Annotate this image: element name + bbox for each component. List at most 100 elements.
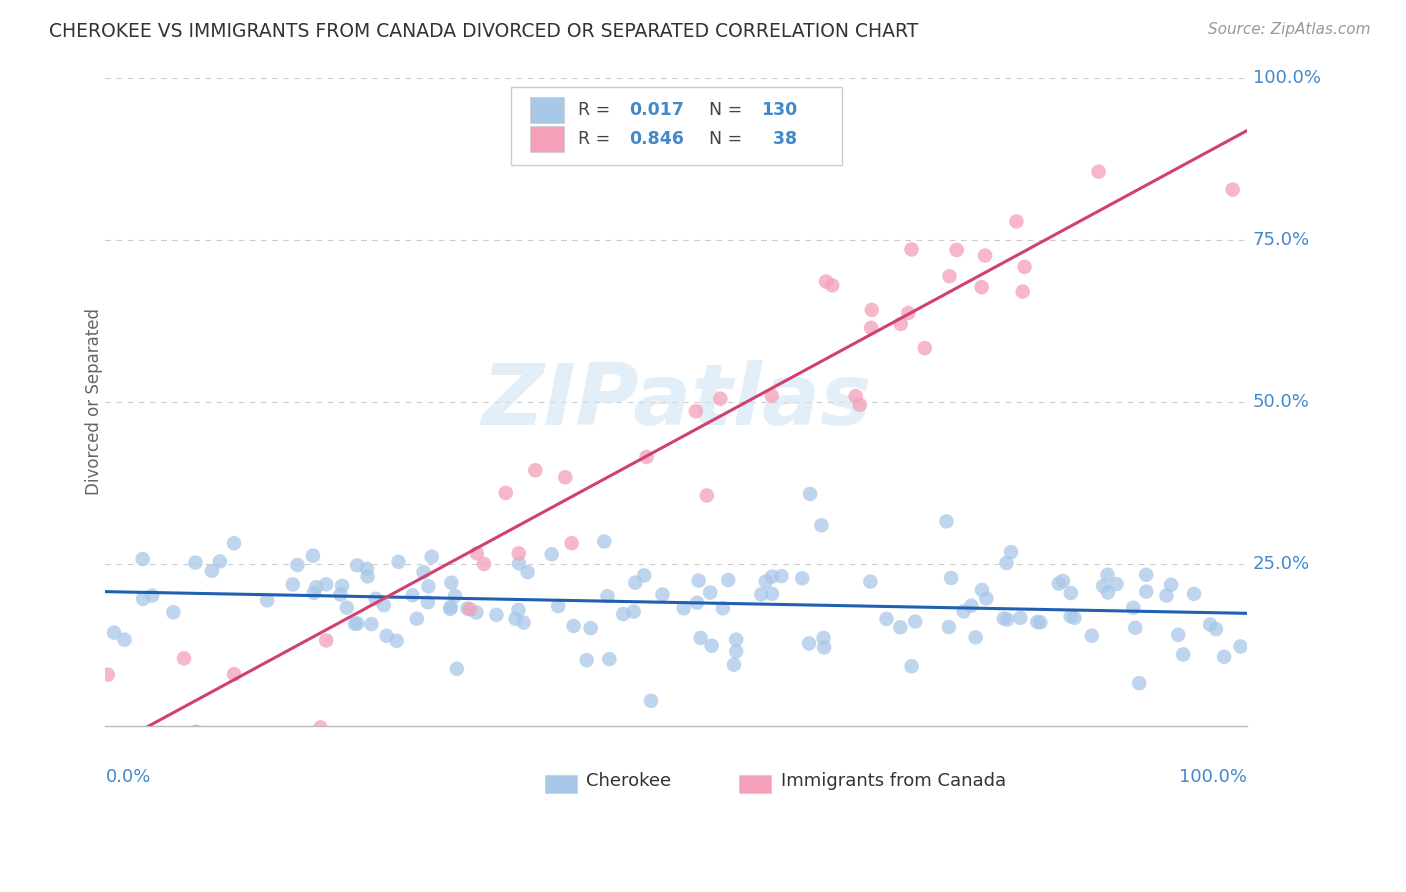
Point: [1205, 622, 1227, 636]
Point: [1160, 578, 1182, 592]
Point: [938, 620, 960, 634]
Text: N =: N =: [697, 130, 748, 148]
Point: [974, 248, 997, 262]
Point: [717, 573, 740, 587]
Point: [346, 616, 368, 631]
Point: [900, 243, 922, 257]
Point: [132, 591, 155, 606]
Point: [1213, 649, 1236, 664]
FancyBboxPatch shape: [530, 126, 564, 153]
Point: [141, 589, 163, 603]
Point: [598, 652, 620, 666]
Point: [770, 569, 793, 583]
Point: [184, 556, 207, 570]
Point: [1097, 567, 1119, 582]
Point: [256, 593, 278, 607]
Point: [439, 602, 461, 616]
Text: N =: N =: [697, 101, 748, 119]
FancyBboxPatch shape: [546, 774, 576, 793]
Point: [995, 556, 1018, 570]
Point: [208, 554, 231, 568]
Point: [699, 585, 721, 599]
Text: 75.0%: 75.0%: [1253, 231, 1310, 249]
Point: [1167, 628, 1189, 642]
Point: [508, 603, 530, 617]
Text: CHEROKEE VS IMMIGRANTS FROM CANADA DIVORCED OR SEPARATED CORRELATION CHART: CHEROKEE VS IMMIGRANTS FROM CANADA DIVOR…: [49, 22, 918, 41]
Text: 50.0%: 50.0%: [1253, 392, 1310, 410]
Point: [356, 562, 378, 576]
Point: [418, 579, 440, 593]
Point: [761, 569, 783, 583]
Point: [995, 612, 1018, 626]
Point: [412, 566, 434, 580]
Point: [1222, 183, 1244, 197]
Point: [945, 243, 967, 257]
Point: [561, 536, 583, 550]
Point: [302, 549, 325, 563]
Point: [458, 602, 481, 616]
Point: [876, 612, 898, 626]
Point: [755, 574, 778, 589]
FancyBboxPatch shape: [530, 97, 564, 123]
Text: Source: ZipAtlas.com: Source: ZipAtlas.com: [1208, 22, 1371, 37]
Point: [505, 612, 527, 626]
Point: [761, 587, 783, 601]
Text: Cherokee: Cherokee: [586, 772, 671, 790]
Point: [1081, 629, 1104, 643]
Text: 25.0%: 25.0%: [1253, 555, 1310, 573]
Point: [849, 398, 872, 412]
Point: [281, 577, 304, 591]
Point: [516, 565, 538, 579]
Text: 100.0%: 100.0%: [1253, 69, 1322, 87]
Point: [387, 555, 409, 569]
Point: [1135, 584, 1157, 599]
Point: [401, 588, 423, 602]
Point: [1097, 585, 1119, 599]
Point: [1229, 640, 1251, 654]
Point: [329, 587, 352, 601]
Point: [540, 547, 562, 561]
Point: [465, 606, 488, 620]
Point: [952, 604, 974, 618]
Point: [330, 579, 353, 593]
Point: [508, 546, 530, 560]
Point: [302, 586, 325, 600]
Point: [696, 488, 718, 502]
Point: [792, 571, 814, 585]
Point: [287, 558, 309, 572]
Point: [700, 639, 723, 653]
Point: [860, 321, 883, 335]
Point: [709, 392, 731, 406]
Point: [1060, 609, 1083, 624]
Point: [970, 582, 993, 597]
Point: [725, 644, 748, 658]
Point: [651, 588, 673, 602]
Point: [1092, 579, 1115, 593]
Point: [723, 657, 745, 672]
Point: [575, 653, 598, 667]
Point: [813, 640, 835, 655]
Point: [889, 620, 911, 634]
Point: [360, 617, 382, 632]
Point: [1087, 164, 1109, 178]
FancyBboxPatch shape: [740, 774, 770, 793]
Y-axis label: Divorced or Separated: Divorced or Separated: [86, 309, 103, 495]
Point: [689, 631, 711, 645]
Point: [173, 651, 195, 665]
Point: [935, 515, 957, 529]
Point: [364, 591, 387, 606]
Text: ZIPatlas: ZIPatlas: [481, 360, 872, 443]
Point: [222, 667, 245, 681]
Point: [1128, 676, 1150, 690]
Point: [859, 574, 882, 589]
Point: [593, 534, 616, 549]
Point: [465, 546, 488, 560]
Point: [446, 662, 468, 676]
Point: [97, 667, 120, 681]
Point: [761, 389, 783, 403]
Point: [814, 275, 837, 289]
Point: [416, 595, 439, 609]
Point: [1105, 577, 1128, 591]
Text: 0.0%: 0.0%: [105, 768, 150, 786]
Point: [356, 569, 378, 583]
